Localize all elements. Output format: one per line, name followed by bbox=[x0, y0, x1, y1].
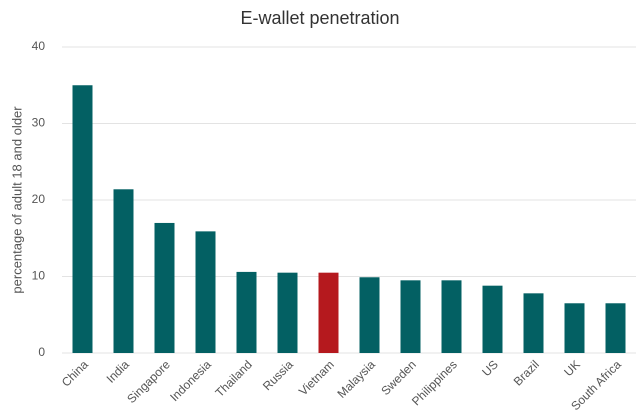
y-tick-label: 40 bbox=[32, 39, 46, 53]
y-tick-label: 0 bbox=[38, 345, 45, 359]
bar bbox=[400, 280, 421, 353]
x-tick-label: UK bbox=[561, 357, 583, 379]
bar bbox=[605, 303, 626, 353]
x-tick-label: Russia bbox=[260, 357, 296, 393]
x-tick-label: Singapore bbox=[124, 357, 173, 406]
x-tick-label: Brazil bbox=[511, 357, 542, 388]
x-tick-label: China bbox=[59, 357, 91, 389]
x-tick-label: Indonesia bbox=[167, 357, 214, 404]
y-tick-label: 30 bbox=[32, 116, 46, 130]
bar bbox=[564, 303, 585, 353]
x-tick-label: Malaysia bbox=[334, 357, 378, 401]
bar bbox=[72, 85, 93, 353]
bar bbox=[523, 293, 544, 353]
x-tick-label: Sweden bbox=[378, 357, 419, 398]
x-tick-label: India bbox=[104, 357, 133, 386]
bar bbox=[318, 272, 339, 353]
y-tick-label: 10 bbox=[32, 269, 46, 283]
bar bbox=[441, 280, 462, 353]
bar bbox=[482, 285, 503, 353]
x-tick-label: Vietnam bbox=[296, 357, 337, 398]
y-tick-label: 20 bbox=[32, 192, 46, 206]
x-tick-label: US bbox=[479, 357, 501, 379]
bar bbox=[113, 189, 134, 353]
y-axis-label: percentage of adult 18 and older bbox=[9, 106, 24, 294]
bar bbox=[277, 272, 298, 353]
bar bbox=[236, 271, 257, 353]
x-tick-label: Thailand bbox=[212, 357, 254, 399]
bar bbox=[154, 222, 175, 353]
chart-title: E-wallet penetration bbox=[240, 8, 399, 28]
bar bbox=[195, 231, 216, 353]
bar bbox=[359, 277, 380, 353]
